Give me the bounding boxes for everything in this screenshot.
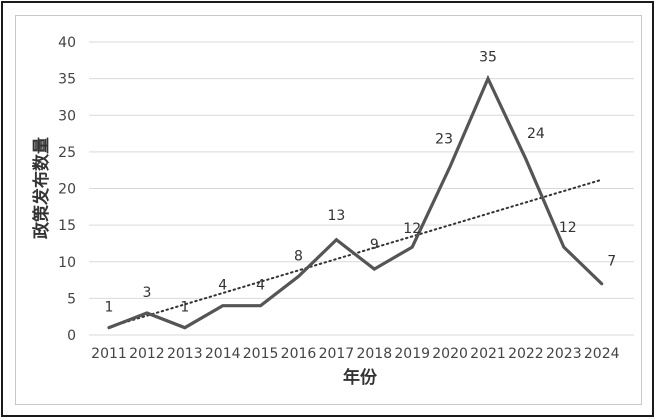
data-label: 9: [370, 237, 379, 253]
series-group: [107, 74, 604, 330]
y-tick-label: 15: [58, 218, 76, 234]
data-label: 3: [142, 285, 151, 301]
y-axis-title: 政策发布数量: [31, 137, 52, 239]
x-tick-label: 2011: [91, 346, 127, 362]
data-label: 1: [105, 300, 114, 316]
data-label: 12: [559, 220, 577, 236]
gridlines: [89, 41, 634, 336]
data-label: 1: [180, 300, 189, 316]
x-tick-label: 2022: [508, 346, 544, 362]
data-label: 13: [327, 208, 345, 224]
y-tick-label: 10: [58, 255, 76, 271]
data-label: 8: [294, 248, 303, 264]
y-tick-label: 35: [58, 72, 76, 88]
x-tick-label: 2023: [546, 346, 582, 362]
data-label: 23: [435, 132, 453, 148]
x-tick-label: 2018: [356, 346, 392, 362]
y-tick-label: 25: [58, 145, 76, 161]
x-tick-label: 2020: [432, 346, 468, 362]
x-tick-label: 2024: [584, 346, 620, 362]
y-tick-label: 0: [67, 328, 76, 344]
x-tick-label: 2016: [281, 346, 317, 362]
x-tick-label: 2014: [205, 346, 241, 362]
y-tick-label: 20: [58, 182, 76, 198]
x-axis-title: 年份: [343, 367, 378, 388]
x-tick-label: 2012: [129, 346, 165, 362]
y-tick-label: 30: [58, 108, 76, 124]
y-tick-label: 5: [67, 291, 76, 307]
x-tick-label: 2013: [167, 346, 203, 362]
data-label: 12: [403, 221, 421, 237]
data-label: 4: [218, 278, 227, 294]
data-label: 24: [527, 126, 545, 142]
data-label: 35: [479, 50, 497, 66]
x-tick-label: 2017: [319, 346, 355, 362]
chart-area-border: [15, 15, 642, 405]
x-axis-ticks: 2011 2012 2013 2014 2015 2016 2017 2018 2019 2020…: [91, 346, 619, 362]
y-tick-label: 40: [58, 35, 76, 51]
data-label: 7: [607, 254, 616, 270]
data-label: 4: [256, 278, 265, 294]
x-tick-label: 2015: [243, 346, 279, 362]
series-line: [107, 74, 604, 330]
x-tick-label: 2019: [394, 346, 430, 362]
x-tick-label: 2021: [470, 346, 506, 362]
y-axis-ticks: 0 5 10 15 20 25 30 35 40: [58, 35, 76, 344]
